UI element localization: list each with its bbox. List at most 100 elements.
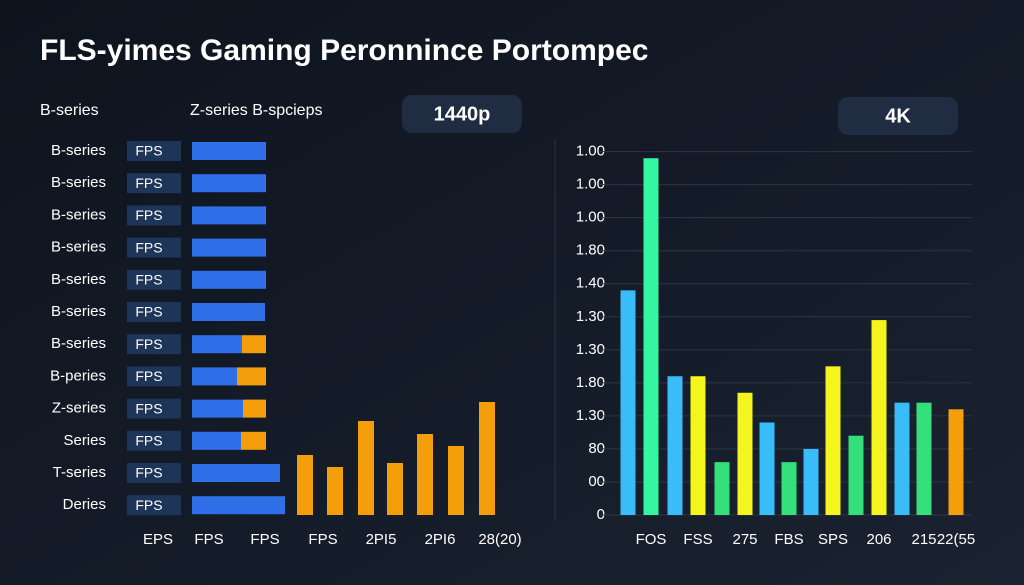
- x-tick-label: SPS: [818, 531, 848, 548]
- resolution-label: 1440p: [434, 103, 491, 125]
- y-tick-label: 1.80: [576, 374, 605, 391]
- resolution-badge: [838, 97, 958, 135]
- bar-segment: [192, 496, 285, 515]
- x-tick-label: 206: [866, 531, 891, 548]
- page-title: FLS-yimes Gaming Peronnince Portompec: [40, 34, 648, 67]
- bar: [667, 376, 683, 515]
- bar: [894, 402, 910, 515]
- bar: [759, 422, 775, 515]
- bar-segment: [192, 238, 266, 257]
- row-label: B-series: [51, 206, 106, 223]
- bar: [916, 402, 932, 515]
- bar-segment: [243, 399, 266, 418]
- bar: [737, 392, 753, 515]
- bar: [825, 366, 841, 515]
- fps-badge-label: FPS: [135, 143, 162, 159]
- x-tick-label: 275: [732, 531, 757, 548]
- y-tick-label: 1.30: [576, 341, 605, 358]
- bar: [871, 320, 887, 515]
- x-tick-label: EPS: [143, 531, 173, 548]
- fps-badge-label: FPS: [135, 304, 162, 320]
- bar: [714, 462, 730, 515]
- fps-badge-label: FPS: [135, 497, 162, 513]
- row-label: Deries: [63, 496, 106, 513]
- y-tick-label: 80: [588, 440, 605, 457]
- x-tick-label: FOS: [636, 531, 667, 548]
- fps-badge: [127, 205, 181, 226]
- bar: [948, 409, 964, 515]
- column-header: B-series: [40, 102, 99, 119]
- fps-badge: [127, 141, 181, 161]
- y-tick-label: 1.30: [576, 407, 605, 424]
- bar: [848, 435, 864, 515]
- y-tick-label: 0: [597, 506, 605, 523]
- column-header: Z-series B-spcieps: [190, 102, 322, 119]
- x-tick-label: FBS: [774, 531, 803, 548]
- fps-badge: [127, 334, 181, 355]
- bar-segment: [192, 303, 265, 321]
- fps-badge: [127, 173, 181, 194]
- bar-segment: [192, 399, 243, 418]
- bar-segment: [192, 206, 266, 225]
- x-tick-label: FPS: [308, 531, 337, 548]
- x-tick-label: 215: [911, 531, 936, 548]
- bar: [297, 455, 313, 515]
- fps-badge-label: FPS: [135, 433, 162, 449]
- bar-segment: [192, 431, 241, 450]
- bar: [643, 158, 659, 515]
- resolution-label: 4K: [885, 105, 911, 127]
- row-label: T-series: [53, 464, 106, 481]
- y-tick-label: 1.00: [576, 209, 605, 226]
- fps-badge: [127, 398, 181, 419]
- row-label: Z-series: [52, 400, 106, 417]
- row-label: B-series: [51, 174, 106, 191]
- fps-badge: [127, 495, 181, 516]
- bar: [781, 462, 797, 515]
- bar-segment: [192, 464, 280, 482]
- fps-badge-label: FPS: [135, 400, 162, 416]
- fps-badge-label: FPS: [135, 239, 162, 255]
- y-tick-label: 1.00: [576, 143, 605, 160]
- bar-segment: [192, 367, 237, 386]
- x-tick-label: 2PI6: [425, 531, 456, 548]
- bar: [387, 463, 403, 515]
- bar: [358, 421, 374, 515]
- fps-badge: [127, 302, 181, 322]
- x-tick-label: FPS: [250, 531, 279, 548]
- y-tick-label: 1.30: [576, 308, 605, 325]
- bar: [803, 448, 819, 515]
- bar: [479, 402, 495, 515]
- bar-segment: [242, 335, 266, 354]
- fps-badge-label: FPS: [135, 336, 162, 352]
- x-tick-label: 22(55: [937, 531, 975, 548]
- y-tick-label: 1.00: [576, 176, 605, 193]
- x-tick-label: FPS: [194, 531, 223, 548]
- bar: [620, 290, 636, 515]
- bar-segment: [192, 142, 266, 160]
- fps-badge-label: FPS: [135, 465, 162, 481]
- bar-segment: [192, 270, 266, 289]
- row-label: Series: [63, 432, 106, 449]
- bar: [690, 376, 706, 515]
- fps-badge-label: FPS: [135, 207, 162, 223]
- row-label: B-series: [51, 142, 106, 159]
- row-label: B-series: [51, 335, 106, 352]
- fps-badge: [127, 430, 181, 451]
- x-tick-label: FSS: [683, 531, 712, 548]
- y-tick-label: 1.80: [576, 242, 605, 259]
- x-tick-label: 2PI5: [366, 531, 397, 548]
- bar-segment: [192, 174, 266, 193]
- row-label: B-peries: [50, 367, 106, 384]
- x-tick-label: 28(20): [478, 531, 521, 548]
- bar-segment: [192, 335, 242, 354]
- bar-segment: [237, 367, 266, 386]
- bar: [417, 434, 433, 515]
- row-label: B-series: [51, 303, 106, 320]
- fps-badge-label: FPS: [135, 175, 162, 191]
- fps-badge: [127, 269, 181, 290]
- fps-badge: [127, 237, 181, 258]
- bar-segment: [241, 431, 266, 450]
- fps-badge-label: FPS: [135, 368, 162, 384]
